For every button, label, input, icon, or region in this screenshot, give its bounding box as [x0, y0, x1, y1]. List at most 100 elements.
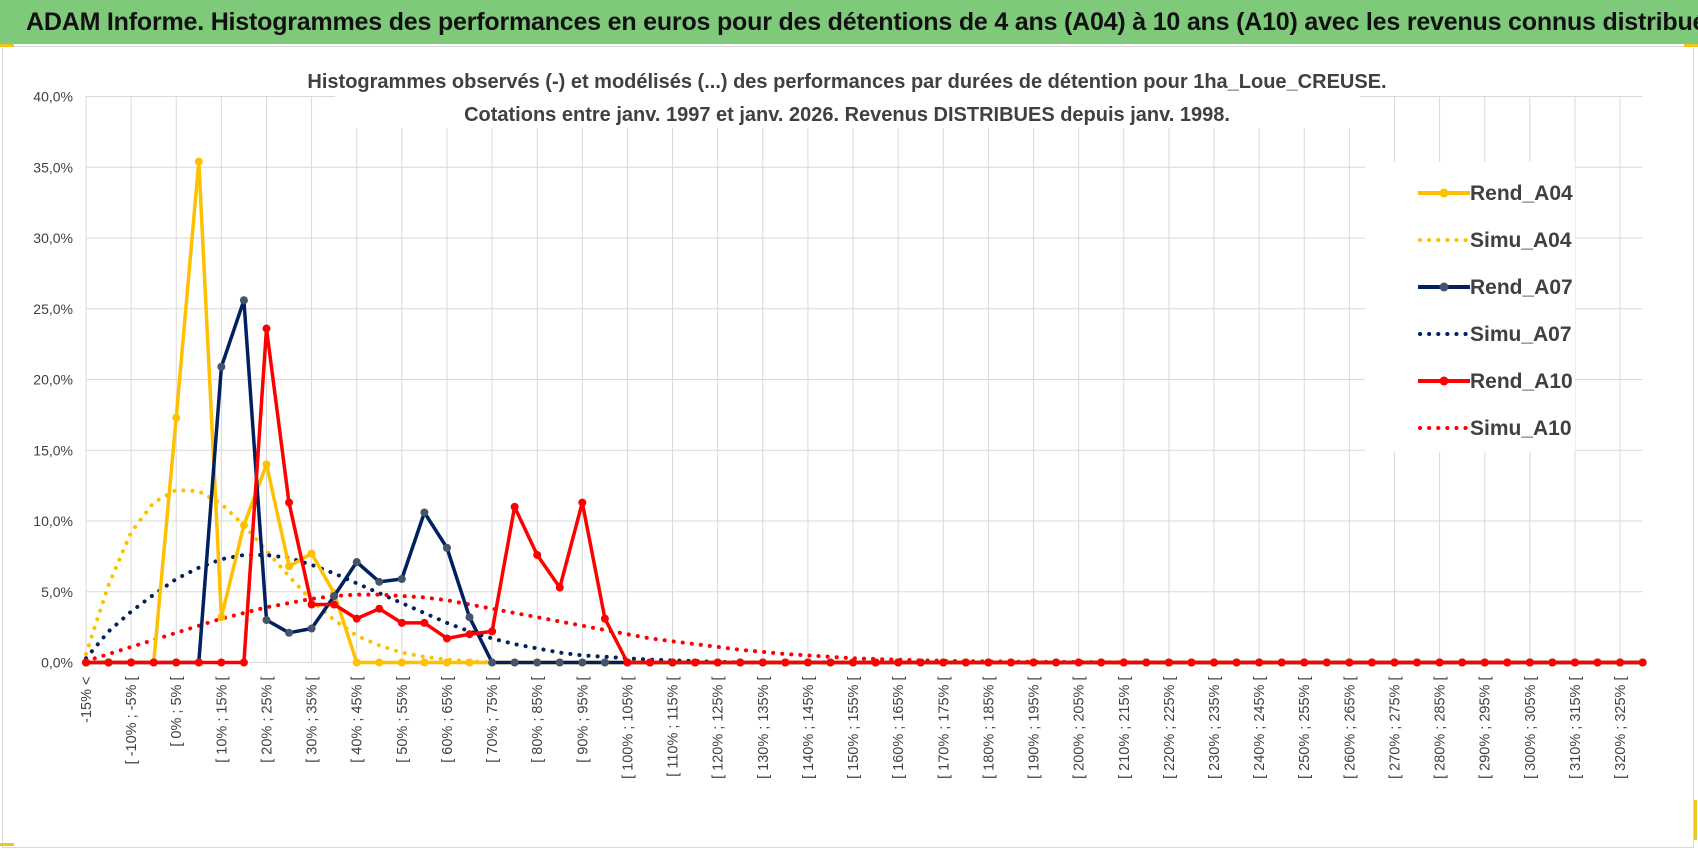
point-Rend_A10 [194, 658, 203, 667]
x-tick-label: [ 290% ; 295% [ [1478, 677, 1494, 779]
point-Rend_A10 [849, 658, 858, 667]
y-tick-label: 25,0% [33, 301, 73, 317]
point-Rend_A10 [1390, 658, 1399, 667]
x-tick-label: -15% < [79, 677, 95, 723]
point-Rend_A07 [420, 508, 429, 517]
x-tick-label: [ 210% ; 215% [ [1117, 677, 1133, 779]
point-Rend_A07 [262, 616, 271, 625]
point-Rend_A10 [239, 658, 248, 667]
chart-subtitle: Cotations entre janv. 1997 et janv. 2026… [464, 104, 1230, 126]
point-Rend_A10 [961, 658, 970, 667]
point-Rend_A10 [758, 658, 767, 667]
point-Rend_A04 [465, 658, 474, 667]
series-Simu_A04 [84, 487, 1645, 665]
point-Rend_A04 [307, 549, 316, 558]
line-Rend_A10 [86, 326, 1643, 665]
x-tick-label: [ 120% ; 125% [ [711, 677, 727, 779]
x-tick-label: [ 60% ; 65% [ [440, 677, 456, 763]
point-Rend_A10 [646, 658, 654, 667]
point-Rend_A10 [600, 614, 609, 623]
point-Rend_A10 [1435, 658, 1444, 667]
point-Rend_A10 [510, 502, 519, 511]
point-Rend_A04 [239, 521, 248, 530]
point-Rend_A04 [262, 460, 271, 469]
point-Rend_A10 [1480, 658, 1489, 667]
point-Rend_A07 [600, 658, 609, 667]
point-Rend_A10 [781, 658, 790, 667]
chart-title-area: Histogrammes observés (-) et modélisés (… [307, 64, 1387, 128]
point-Rend_A10 [1164, 658, 1173, 667]
point-Rend_A10 [1570, 658, 1579, 667]
x-tick-label: [ 140% ; 145% [ [801, 677, 817, 779]
point-Rend_A10 [172, 658, 181, 667]
point-Rend_A04 [172, 413, 181, 422]
corner-mark [0, 44, 14, 47]
y-tick-label: 0,0% [41, 655, 73, 671]
point-Rend_A07 [307, 624, 316, 633]
point-Rend_A10 [420, 618, 429, 627]
x-tick-label: [ 130% ; 135% [ [756, 677, 772, 779]
point-Rend_A10 [533, 550, 542, 559]
point-Rend_A10 [1052, 658, 1061, 667]
x-tick-label: [ 200% ; 205% [ [1072, 677, 1088, 779]
x-tick-label: [ 30% ; 35% [ [305, 677, 321, 763]
y-tick-label: 20,0% [33, 372, 73, 388]
point-Rend_A10 [1593, 658, 1602, 667]
x-tick-label: [ 70% ; 75% [ [485, 677, 501, 763]
point-Rend_A07 [533, 658, 542, 667]
x-tick-label: [ 90% ; 95% [ [575, 677, 591, 763]
point-Rend_A10 [104, 658, 113, 667]
point-Rend_A10 [1548, 658, 1557, 667]
x-tick-label: [ 310% ; 315% [ [1568, 677, 1584, 779]
line-Simu_A07 [84, 553, 1645, 665]
y-tick-label: 5,0% [41, 584, 73, 600]
x-tick-label: [ 240% ; 245% [ [1252, 677, 1268, 779]
x-tick-label: [ 300% ; 305% [ [1523, 677, 1539, 779]
series-area [82, 157, 1647, 667]
point-Rend_A10 [1187, 658, 1196, 667]
point-Rend_A10 [691, 658, 700, 667]
x-tick-label: [ 220% ; 225% [ [1162, 677, 1178, 779]
point-Rend_A07 [330, 591, 339, 600]
point-Rend_A10 [127, 658, 136, 667]
x-tick-label: [ 230% ; 235% [ [1207, 677, 1223, 779]
point-Rend_A10 [871, 658, 880, 667]
point-Rend_A07 [217, 362, 226, 371]
x-tick-label: [ 110% ; 115% [ [666, 677, 682, 777]
point-Rend_A10 [736, 658, 745, 667]
legend-label-Simu_A10: Simu_A10 [1470, 417, 1572, 440]
x-tick-label: [ 100% ; 105% [ [620, 677, 636, 779]
point-Rend_A10 [82, 658, 90, 667]
point-Rend_A10 [1119, 658, 1128, 667]
point-Rend_A07 [352, 558, 361, 567]
point-Rend_A10 [1074, 658, 1083, 667]
point-Rend_A07 [285, 628, 294, 637]
x-tick-label: [ 190% ; 195% [ [1027, 677, 1043, 779]
point-Rend_A10 [397, 618, 406, 627]
point-Rend_A10 [984, 658, 993, 667]
x-tick-label: [ 260% ; 265% [ [1342, 677, 1358, 779]
legend-label-Simu_A07: Simu_A07 [1470, 323, 1572, 346]
x-tick-label: [ 20% ; 25% [ [259, 677, 275, 763]
point-Rend_A04 [375, 658, 384, 667]
point-Rend_A04 [194, 157, 203, 166]
point-Rend_A10 [262, 324, 271, 333]
legend-label-Rend_A10: Rend_A10 [1470, 370, 1573, 393]
x-tick-label: [ 250% ; 255% [ [1297, 677, 1313, 779]
legend-marker [1439, 376, 1449, 386]
x-tick-label: [ 280% ; 285% [ [1433, 677, 1449, 779]
point-Rend_A10 [352, 614, 361, 623]
corner-mark [1684, 44, 1698, 47]
point-Rend_A10 [1006, 658, 1015, 667]
point-Rend_A07 [510, 658, 519, 667]
point-Rend_A10 [217, 658, 226, 667]
point-Rend_A10 [668, 658, 677, 667]
point-Rend_A10 [1255, 658, 1264, 667]
point-Rend_A10 [623, 658, 632, 667]
point-Rend_A10 [578, 498, 587, 507]
point-Rend_A04 [285, 562, 294, 571]
point-Rend_A10 [1097, 658, 1106, 667]
x-tick-label: [ -10% ; -5% [ [124, 677, 140, 765]
point-Rend_A10 [1142, 658, 1151, 667]
point-Rend_A10 [1525, 658, 1534, 667]
